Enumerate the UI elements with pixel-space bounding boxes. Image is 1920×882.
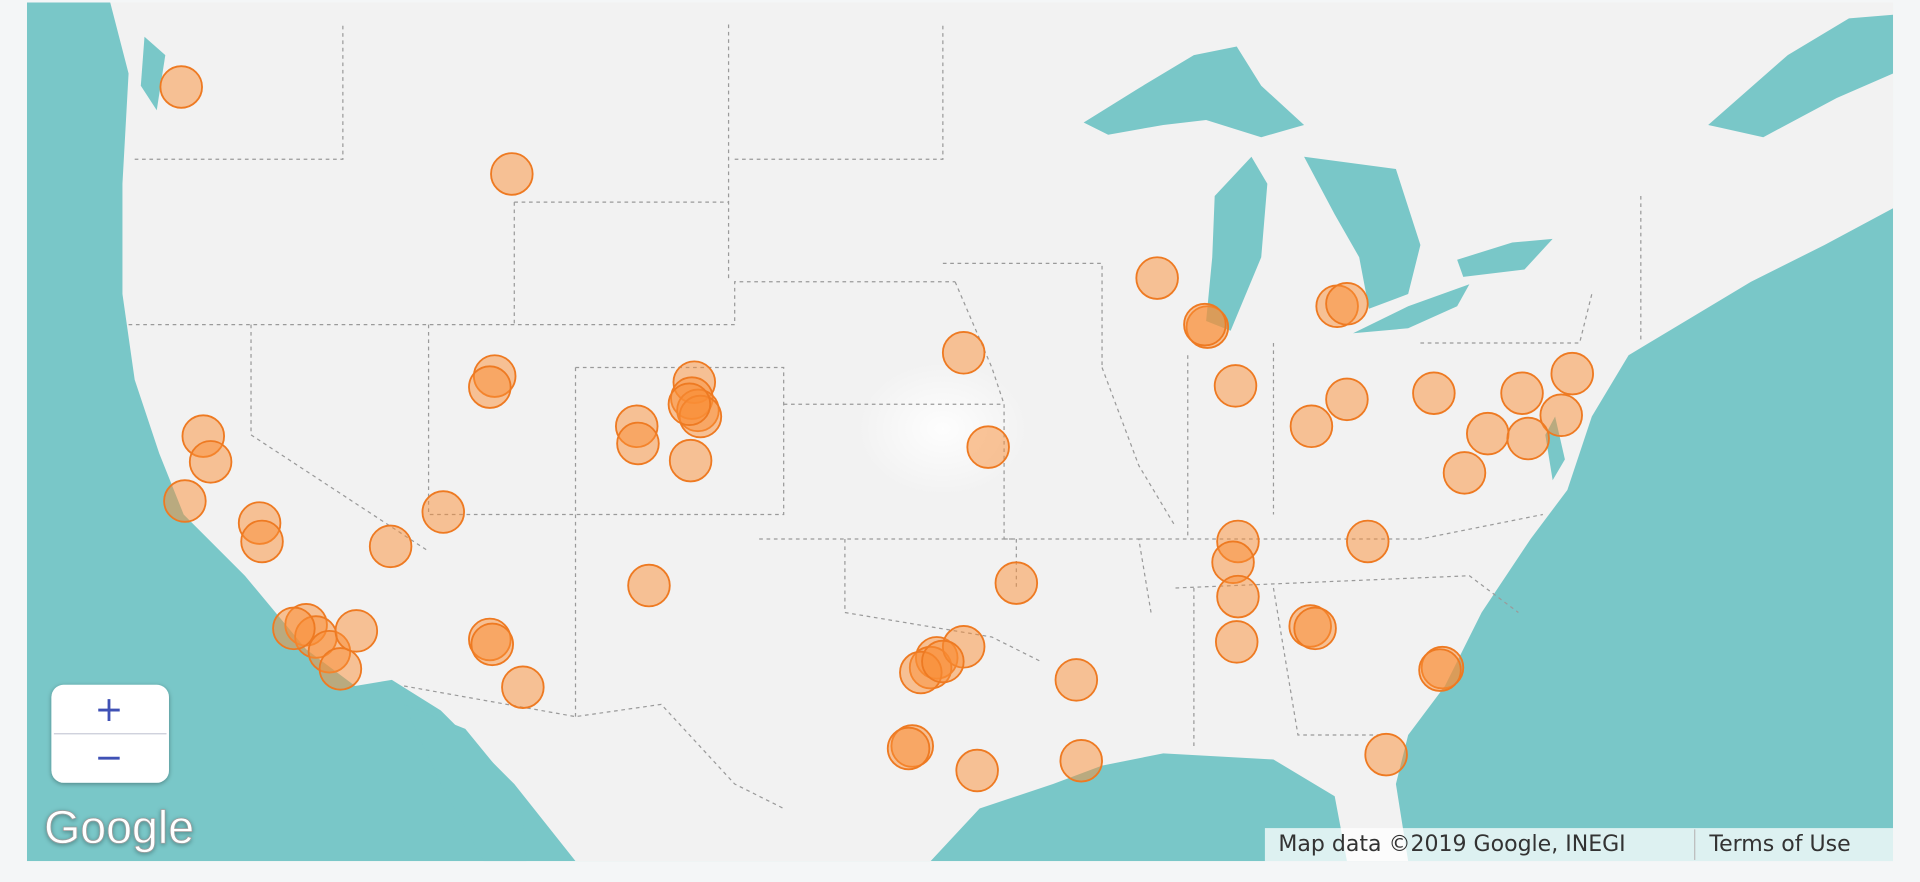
gulf-of-california [404,704,527,862]
location-marker[interactable] [1213,364,1258,408]
location-marker[interactable] [272,606,316,651]
location-marker[interactable] [667,382,712,426]
location-marker[interactable] [240,519,284,564]
zoom-in[interactable]: + [95,690,124,730]
lake-superior [1083,46,1305,138]
location-marker[interactable] [1293,606,1337,651]
location-marker[interactable] [1412,371,1456,415]
lake-ontario [1457,238,1553,277]
attribution-bar: Map data ©2019 Google, INEGI Terms of Us… [1264,828,1894,862]
highlight [857,361,1029,497]
location-marker[interactable] [1346,519,1390,564]
location-marker[interactable] [1215,620,1259,664]
location-marker[interactable] [1135,256,1179,300]
location-marker[interactable] [188,440,233,484]
location-marker[interactable] [159,65,203,109]
location-marker[interactable] [1059,738,1103,783]
attribution-background [1264,828,1894,862]
location-marker[interactable] [318,647,363,691]
location-marker[interactable] [994,561,1039,605]
location-marker[interactable] [1325,377,1369,422]
location-marker[interactable] [334,609,379,653]
location-marker[interactable] [1054,658,1099,702]
location-marker[interactable] [616,421,660,466]
puget-sound [140,36,166,111]
location-marker[interactable] [1539,393,1583,438]
location-marker[interactable] [1364,732,1408,777]
location-marker[interactable] [941,331,986,375]
lake-erie [1353,284,1470,334]
zoom-out[interactable]: − [95,738,124,778]
location-marker[interactable] [627,563,671,608]
location-marker[interactable] [163,479,207,523]
location-marker[interactable] [1216,574,1260,619]
zoom-control: + − [51,684,169,783]
location-marker[interactable] [1289,404,1334,449]
location-marker[interactable] [1500,371,1544,415]
location-marker[interactable] [470,622,514,667]
location-marker[interactable] [955,748,999,793]
location-marker[interactable] [1183,302,1227,347]
location-marker[interactable] [921,639,965,684]
location-marker[interactable] [501,665,545,709]
location-marker[interactable] [468,365,512,409]
google-logo: Google [44,801,194,853]
location-marker[interactable] [490,152,534,196]
map-attribution: Map data ©2019 Google, INEGI [1278,832,1625,857]
location-marker[interactable] [1550,351,1594,396]
terms-link[interactable]: Terms of Use [1708,832,1850,857]
location-marker[interactable] [1506,416,1550,461]
st-lawrence [1708,14,1894,138]
location-marker[interactable] [421,490,465,534]
location-marker[interactable] [886,726,931,771]
location-marker[interactable] [1442,451,1487,495]
location-marker[interactable] [966,425,1010,469]
map-canvas [26,2,1894,862]
location-marker[interactable] [368,524,413,569]
location-marker[interactable] [668,438,713,483]
location-marker[interactable] [1418,648,1462,692]
lake-michigan [1206,156,1268,331]
location-marker[interactable] [1466,411,1510,456]
marker-layer [159,65,1594,793]
lake-huron [1304,156,1421,309]
location-marker[interactable] [1325,282,1369,326]
